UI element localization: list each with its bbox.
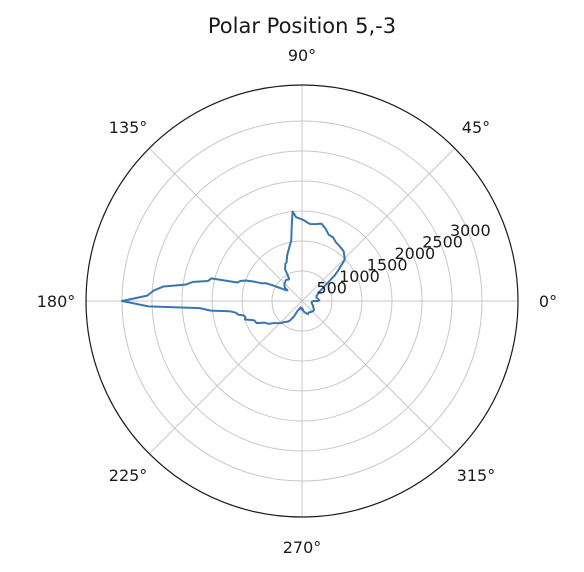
r-tick-label: 1000 [339, 267, 380, 286]
angle-grid-line [148, 300, 303, 455]
chart-title: Polar Position 5,-3 [208, 14, 396, 38]
angle-tick-label: 180° [37, 292, 76, 311]
polar-grid [86, 85, 518, 517]
angle-grid-line [301, 147, 456, 302]
angle-tick-label: 270° [283, 538, 322, 557]
polar-frame [85, 84, 519, 518]
angle-tick-label: 45° [462, 118, 490, 137]
angle-tick-label: 90° [288, 46, 316, 65]
data-series [121, 210, 346, 325]
angle-tick-labels: 0° 45° 90° 135° 180° 225° 270° 315° [37, 46, 557, 557]
angle-tick-label: 225° [109, 466, 148, 485]
r-tick-label: 2000 [395, 244, 436, 263]
angle-grid-line [148, 147, 303, 302]
angle-grid-line [301, 300, 456, 455]
angle-tick-label: 315° [457, 466, 496, 485]
r-tick-label: 1500 [367, 256, 408, 275]
r-tick-label: 2500 [422, 233, 463, 252]
angle-tick-label: 135° [109, 118, 148, 137]
series-line [121, 210, 346, 325]
r-tick-label: 500 [316, 279, 347, 298]
r-tick-label: 3000 [450, 221, 491, 240]
angle-tick-label: 0° [539, 292, 557, 311]
